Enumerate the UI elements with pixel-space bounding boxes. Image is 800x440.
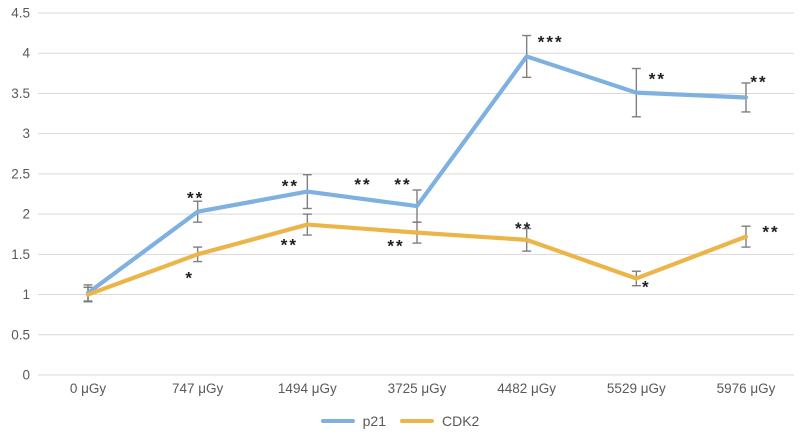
series-line-p21 xyxy=(85,54,749,296)
significance-marker: * xyxy=(185,268,194,287)
legend-label-cdk2: CDK2 xyxy=(442,413,480,429)
chart-legend: p21 CDK2 xyxy=(0,413,800,429)
y-tick-label: 0.5 xyxy=(11,327,30,342)
y-axis-tick-labels: 0 0.5 1 1.5 2 2.5 3 3.5 4 4.5 xyxy=(11,6,30,383)
y-tick-label: 2 xyxy=(22,207,30,222)
x-tick-label: 3725 μGy xyxy=(388,381,447,396)
x-tick-label: 1494 μGy xyxy=(278,381,337,396)
significance-markers: ********* **************** xyxy=(185,32,779,296)
x-tick-label: 0 μGy xyxy=(70,381,107,396)
y-tick-label: 3.5 xyxy=(11,86,30,101)
x-axis-tick-labels: 0 μGy 747 μGy 1494 μGy 3725 μGy 4482 μGy 5529… xyxy=(70,381,776,396)
x-tick-label: 5529 μGy xyxy=(607,381,666,396)
significance-marker: ** xyxy=(281,236,298,255)
significance-marker: ** xyxy=(649,70,666,89)
significance-marker: ** xyxy=(387,237,404,256)
y-tick-label: 4 xyxy=(22,46,30,61)
y-tick-label: 1.5 xyxy=(11,247,30,262)
y-tick-label: 1 xyxy=(22,287,30,302)
y-tick-label: 2.5 xyxy=(11,166,30,181)
significance-marker: ** xyxy=(187,189,204,208)
legend-item-cdk2: CDK2 xyxy=(400,413,479,429)
x-tick-label: 747 μGy xyxy=(172,381,224,396)
cdk2-line-swatch xyxy=(400,419,434,423)
y-tick-label: 4.5 xyxy=(11,6,30,21)
y-tick-label: 0 xyxy=(22,368,30,383)
significance-marker: ** xyxy=(394,175,411,194)
legend-item-p21: p21 xyxy=(320,413,386,429)
gridlines xyxy=(38,12,794,376)
p21-line-swatch xyxy=(320,419,355,423)
series-line-cdk2 xyxy=(85,222,749,297)
significance-marker: ** xyxy=(354,175,371,194)
legend-label-p21: p21 xyxy=(362,413,386,429)
x-tick-label: 5976 μGy xyxy=(717,381,776,396)
significance-marker: ** xyxy=(515,219,532,238)
significance-marker: ** xyxy=(750,72,767,91)
significance-marker: * xyxy=(642,277,651,296)
significance-marker: ** xyxy=(762,223,779,242)
x-tick-label: 4482 μGy xyxy=(497,381,556,396)
significance-marker: ** xyxy=(282,177,299,196)
significance-marker: *** xyxy=(538,32,564,51)
y-tick-label: 3 xyxy=(22,126,30,141)
